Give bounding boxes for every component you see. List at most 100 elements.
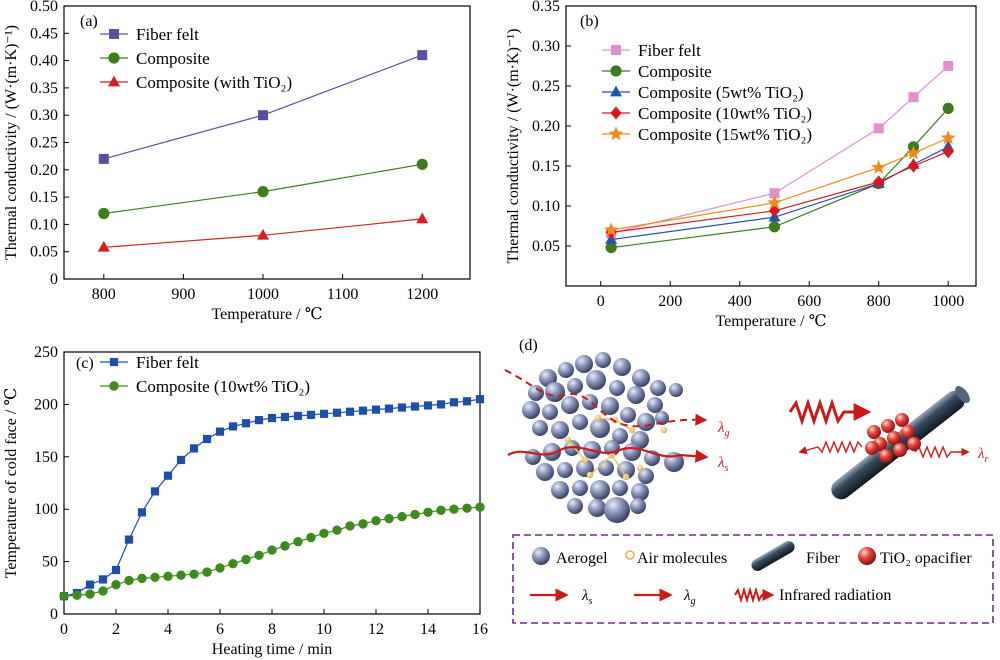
air-link bbox=[567, 439, 586, 461]
data-point bbox=[111, 579, 121, 590]
legend-marker bbox=[109, 357, 119, 367]
diagram-legend-border bbox=[512, 534, 994, 624]
infrared-legend-arrow bbox=[734, 586, 775, 604]
tio2-legend-icon bbox=[858, 547, 876, 565]
data-point bbox=[371, 405, 381, 414]
data-point bbox=[416, 158, 428, 170]
data-point bbox=[267, 413, 277, 423]
legend-label: Fiber felt bbox=[638, 41, 701, 60]
data-point bbox=[228, 558, 238, 569]
legend-marker bbox=[608, 126, 624, 141]
data-point bbox=[906, 145, 921, 160]
lambda-r-label: λr bbox=[977, 446, 989, 465]
aerogel-particle bbox=[586, 370, 606, 390]
data-point bbox=[345, 407, 355, 416]
data-point bbox=[215, 563, 225, 573]
air-legend-label: Air molecules bbox=[637, 550, 727, 567]
aerogel-particle bbox=[558, 362, 574, 378]
infrared-incoming-arrow bbox=[788, 398, 872, 426]
x-axis-label: Heating time / min bbox=[212, 641, 332, 658]
x-tick-label: 4 bbox=[164, 621, 172, 638]
chart-a: 800 900 1000 1100 1200 0 0.05 0.10 0.15 0.20 0.25 0… bbox=[3, 0, 471, 323]
data-point bbox=[97, 240, 110, 252]
aerogel-cluster bbox=[522, 352, 684, 523]
aerogel-particle bbox=[567, 378, 583, 394]
legend-marker bbox=[610, 106, 622, 120]
data-point bbox=[319, 528, 329, 539]
legend-marker bbox=[610, 65, 622, 77]
aerogel-particle bbox=[522, 401, 540, 419]
y-tick-label: 250 bbox=[34, 344, 58, 361]
y-tick-label: 0.40 bbox=[30, 53, 58, 70]
y-tick-label: 0.50 bbox=[30, 0, 58, 15]
data-point bbox=[306, 410, 316, 419]
data-point bbox=[280, 541, 290, 551]
y-tick-label: 0.35 bbox=[532, 0, 560, 15]
data-point bbox=[163, 571, 173, 581]
x-tick-label: 800 bbox=[92, 286, 116, 303]
series-line bbox=[103, 54, 423, 160]
x-tick-label: 1100 bbox=[327, 286, 358, 303]
y-tick-label: 0.10 bbox=[532, 198, 560, 215]
y-tick-label: 0.15 bbox=[30, 189, 58, 206]
chart-c: 0 2 4 6 8 10 12 14 16 0 50 100 150 200 250 Heating time… bbox=[3, 344, 488, 658]
legend-label: Fiber felt bbox=[136, 25, 199, 44]
aerogel-particle bbox=[612, 480, 628, 496]
data-point bbox=[449, 504, 459, 514]
aerogel-particle bbox=[655, 411, 669, 425]
y-tick-label: 0 bbox=[50, 271, 58, 288]
air-link bbox=[611, 454, 627, 478]
data-point bbox=[257, 186, 269, 198]
data-point bbox=[768, 204, 781, 218]
tio2-particle bbox=[881, 419, 895, 433]
chart-b: 0 200 400 600 800 1000 0.05 0.10 0.15 0.20 0.25 0.3… bbox=[505, 0, 977, 330]
data-point bbox=[150, 487, 160, 496]
data-point bbox=[267, 545, 277, 555]
x-tick-label: 200 bbox=[658, 293, 682, 310]
aerogel-particle bbox=[551, 481, 569, 499]
aerogel-particle bbox=[588, 499, 606, 517]
gas-conduction-path bbox=[504, 369, 708, 428]
data-point bbox=[410, 402, 420, 411]
aerogel-particle bbox=[536, 463, 554, 481]
y-tick-label: 0.15 bbox=[532, 158, 560, 175]
data-point bbox=[384, 404, 394, 413]
aerogel-particle bbox=[551, 421, 569, 439]
legend-label: Composite (5wt% TiO₂) bbox=[638, 83, 804, 102]
air-link bbox=[589, 454, 613, 476]
x-tick-label: 1000 bbox=[932, 293, 964, 310]
x-tick-label: 8 bbox=[268, 621, 276, 638]
y-tick-label: 200 bbox=[34, 396, 58, 413]
aerogel-particle bbox=[595, 352, 611, 368]
data-point bbox=[256, 228, 270, 240]
aerogel-particle bbox=[669, 383, 683, 397]
data-point bbox=[293, 411, 303, 421]
aerogel-particle bbox=[575, 355, 593, 373]
y-tick-label: 0.25 bbox=[30, 135, 58, 152]
aerogel-particle bbox=[598, 460, 614, 476]
panel-label: (a) bbox=[80, 13, 98, 30]
y-tick-label: 0.30 bbox=[532, 38, 560, 55]
aerogel-particle bbox=[567, 498, 583, 514]
aerogel-particle bbox=[590, 418, 610, 438]
y-tick-label: 0.20 bbox=[30, 162, 58, 179]
data-point bbox=[72, 590, 82, 600]
data-point bbox=[475, 502, 485, 512]
data-point bbox=[767, 195, 782, 210]
tio2-particle bbox=[867, 425, 881, 439]
legend-marker bbox=[109, 29, 119, 39]
legend-label: Composite bbox=[638, 62, 712, 81]
y-tick-label: 0.05 bbox=[30, 244, 58, 261]
data-point bbox=[202, 567, 212, 577]
air-molecule bbox=[636, 464, 644, 472]
data-point bbox=[605, 242, 617, 254]
aerogel-particle bbox=[590, 480, 610, 500]
tio2-particle bbox=[865, 441, 879, 455]
aerogel-particle bbox=[617, 461, 635, 479]
y-tick-label: 0.05 bbox=[532, 238, 560, 255]
data-point bbox=[410, 509, 420, 520]
aerogel-particle bbox=[572, 480, 588, 496]
data-point bbox=[358, 519, 368, 529]
tio2-particle bbox=[907, 437, 921, 451]
